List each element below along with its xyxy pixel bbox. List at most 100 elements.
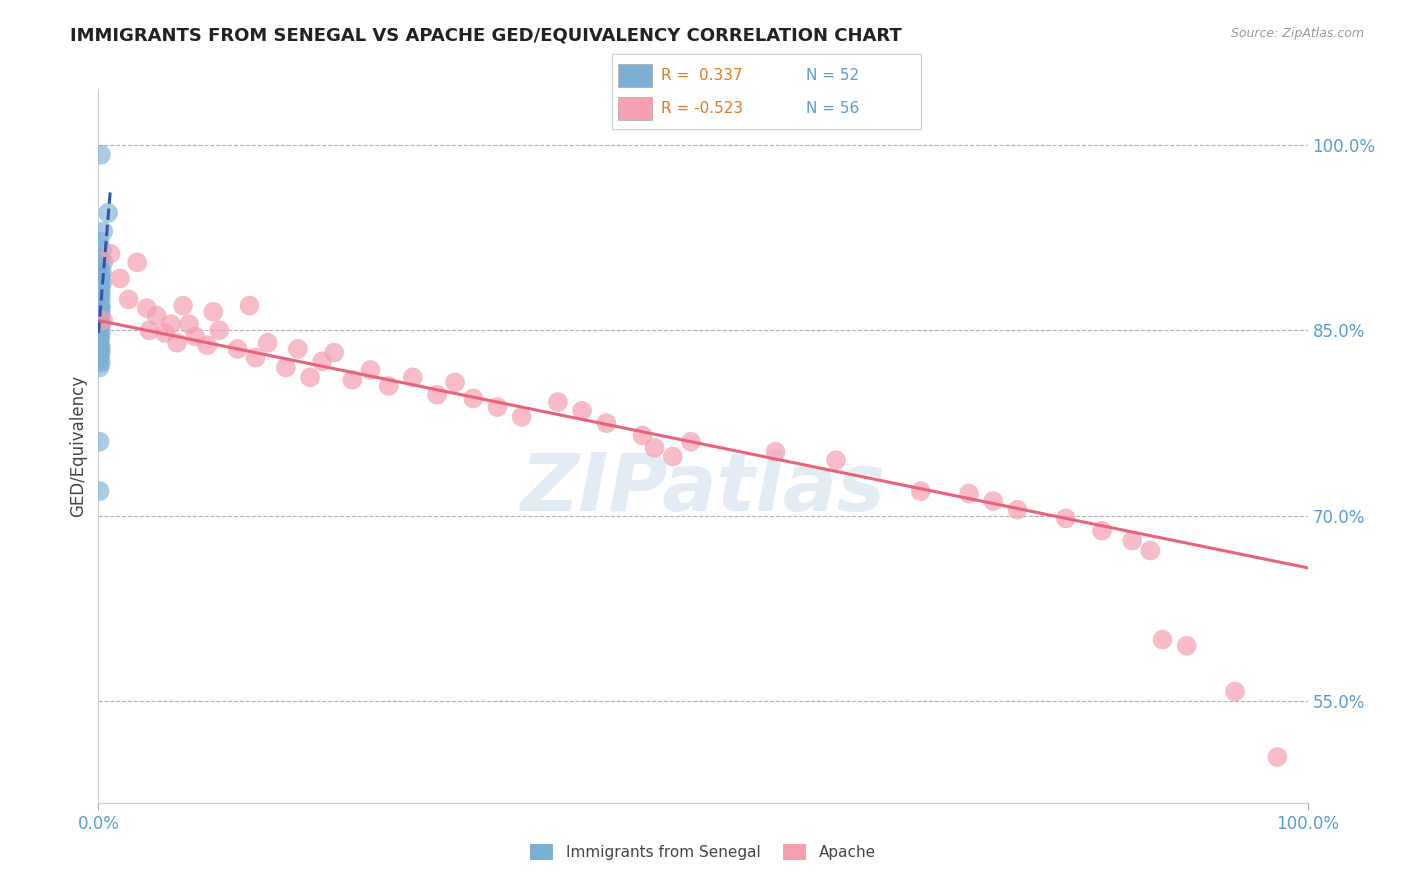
Point (90, 301, 112, 315)
Point (274, 360, 297, 375)
Legend: Immigrants from Senegal, Apache: Immigrants from Senegal, Apache (524, 838, 882, 866)
Point (89, 261, 111, 276)
Point (486, 400, 509, 414)
Point (510, 409, 533, 424)
Point (377, 379, 399, 393)
Point (91, 243, 114, 257)
Point (89, 326, 111, 340)
Point (90, 299, 112, 313)
Point (118, 293, 141, 307)
Point (910, 484, 932, 499)
Point (226, 342, 249, 356)
Point (631, 428, 654, 442)
Point (90, 252, 112, 266)
Text: ZIPatlas: ZIPatlas (520, 450, 886, 528)
FancyBboxPatch shape (617, 97, 652, 120)
Point (679, 434, 702, 449)
Text: R = -0.523: R = -0.523 (661, 102, 744, 116)
Point (825, 453, 848, 467)
Point (1054, 511, 1077, 525)
Point (299, 370, 322, 384)
Point (981, 494, 1004, 508)
Point (91, 277, 114, 291)
Point (90, 291, 112, 305)
Point (1175, 639, 1198, 653)
Point (195, 338, 218, 352)
Point (89, 484, 111, 499)
Point (153, 326, 176, 340)
Point (765, 444, 787, 458)
Point (89, 434, 111, 449)
Point (89, 360, 111, 375)
Point (426, 387, 449, 401)
Point (89, 338, 111, 352)
Point (90, 355, 112, 369)
Point (90, 274, 112, 288)
Point (402, 370, 425, 384)
Point (90, 281, 112, 295)
Point (91, 224, 114, 238)
Point (89, 303, 111, 318)
Point (1007, 502, 1029, 516)
Point (89, 323, 111, 337)
Point (90, 341, 112, 355)
Point (97, 206, 120, 220)
Point (256, 335, 278, 350)
Point (89, 321, 111, 335)
Point (957, 486, 980, 500)
Text: N = 52: N = 52 (807, 68, 859, 83)
Point (90, 318, 112, 333)
Point (172, 299, 194, 313)
Point (145, 309, 167, 323)
Point (1139, 543, 1161, 558)
Point (100, 246, 122, 260)
Point (89, 348, 111, 362)
Point (89, 289, 111, 303)
Point (239, 299, 262, 313)
Point (89, 235, 111, 249)
FancyBboxPatch shape (617, 64, 652, 87)
Point (138, 323, 160, 337)
Point (1267, 750, 1289, 764)
Point (89, 335, 111, 350)
Point (127, 255, 149, 269)
Point (90, 306, 112, 320)
Point (91, 265, 114, 279)
Y-axis label: GED/Equivalency: GED/Equivalency (69, 375, 87, 517)
Point (208, 323, 231, 337)
Point (342, 373, 364, 387)
Point (89, 296, 111, 310)
Point (90, 345, 112, 359)
Point (89, 316, 111, 330)
Point (360, 363, 382, 377)
Point (89, 317, 111, 331)
Point (1121, 533, 1143, 548)
Point (90, 313, 112, 327)
Point (89, 278, 111, 293)
Point (89, 310, 111, 325)
Point (89, 329, 111, 343)
Point (1091, 524, 1114, 538)
Point (184, 329, 207, 343)
Point (89, 284, 111, 298)
Point (166, 335, 188, 350)
Point (91, 255, 114, 269)
Point (90, 147, 112, 161)
Point (89, 353, 111, 368)
Point (323, 345, 346, 359)
Point (444, 376, 467, 390)
Point (89, 300, 111, 314)
Point (90, 286, 112, 301)
Point (90, 268, 112, 283)
Point (1223, 684, 1246, 698)
Point (89, 305, 111, 319)
Point (571, 403, 593, 417)
Point (89, 271, 111, 285)
Point (160, 317, 183, 331)
Point (287, 342, 309, 356)
Point (311, 354, 333, 368)
Point (89, 332, 111, 346)
Point (595, 416, 617, 430)
Point (463, 392, 485, 406)
Point (108, 271, 131, 285)
